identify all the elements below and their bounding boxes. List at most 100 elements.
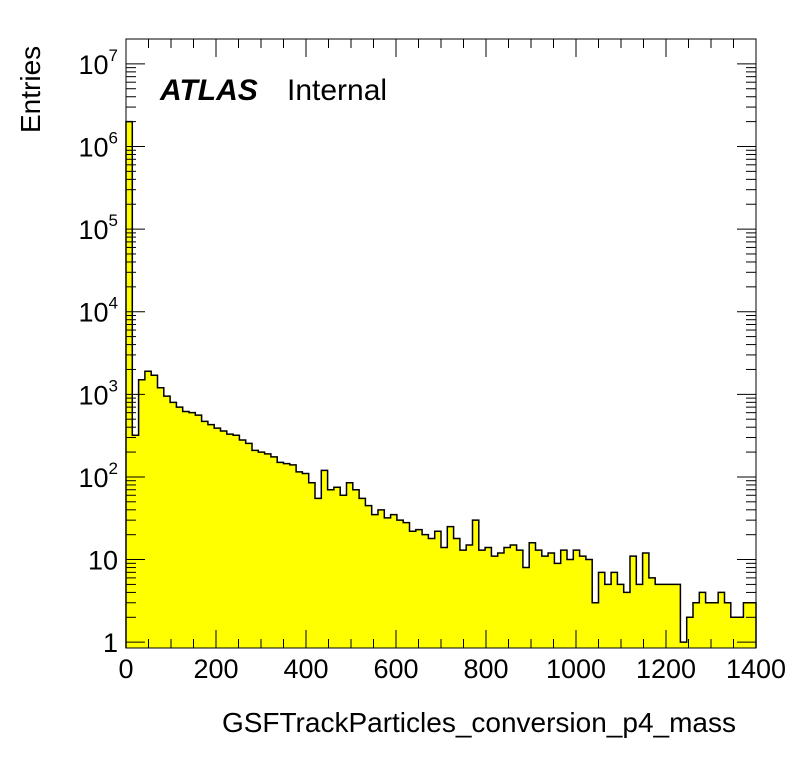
atlas-label: ATLAS <box>159 74 258 107</box>
histogram-bin <box>340 495 347 648</box>
y-tick-labels: 1 10 102 103 104 105 106 107 <box>78 46 118 658</box>
histogram-bin <box>390 514 398 648</box>
x-tick-label: 1200 <box>636 654 696 684</box>
histogram-outline <box>125 120 757 648</box>
histogram-bin <box>428 538 436 648</box>
histogram-bin <box>491 556 499 648</box>
histogram-bin <box>504 547 511 648</box>
histogram-bin <box>365 505 373 648</box>
histogram-bin <box>680 642 688 648</box>
histogram-bin <box>554 563 562 648</box>
histogram-bin <box>264 453 272 648</box>
histogram-bin <box>296 471 303 648</box>
histogram-bin <box>655 584 662 648</box>
y-tick-label: 103 <box>78 376 118 410</box>
y-tick-label: 104 <box>78 294 118 328</box>
histogram-bin <box>359 498 366 648</box>
histogram-bin <box>252 450 259 648</box>
x-tick-labels: 0 200 400 600 800 1000 1200 1400 <box>118 654 786 684</box>
histogram-bin <box>270 456 278 648</box>
histogram-bin <box>302 473 310 648</box>
histogram-bin <box>724 602 732 648</box>
x-tick-label: 600 <box>373 654 418 684</box>
histogram-bin <box>535 550 543 648</box>
histogram-bin <box>737 617 744 648</box>
x-tick-label: 200 <box>193 654 238 684</box>
histogram-bin <box>686 617 694 648</box>
histogram-bin <box>126 121 133 648</box>
histogram-bars <box>126 121 757 648</box>
histogram-bin <box>472 520 480 648</box>
histogram-bin <box>453 538 461 648</box>
histogram-bin <box>447 526 454 648</box>
internal-label: Internal <box>287 74 387 107</box>
histogram-bin <box>693 602 700 648</box>
x-tick-label: 1000 <box>546 654 606 684</box>
histogram-bin <box>157 387 165 648</box>
histogram-bin <box>497 553 505 648</box>
y-tick-label: 10 <box>88 546 118 576</box>
histogram-bin <box>743 602 751 648</box>
histogram-bin <box>604 584 612 648</box>
histogram-bin <box>239 439 247 648</box>
histogram-bin <box>226 434 234 648</box>
histogram-bin <box>308 482 316 648</box>
histogram-bin <box>415 529 423 648</box>
histogram-bin <box>598 572 606 648</box>
x-axis-title: GSFTrackParticles_conversion_p4_mass <box>222 707 736 738</box>
histogram-bin <box>214 428 221 648</box>
histogram-bin <box>321 470 328 648</box>
histogram-bin <box>749 602 757 648</box>
histogram-bin <box>529 542 536 648</box>
y-tick-label: 106 <box>78 128 118 162</box>
histogram-bin <box>220 430 228 648</box>
histogram-bin <box>245 443 253 648</box>
histogram-bin <box>352 489 360 648</box>
histogram-bin <box>176 407 184 648</box>
histogram-bin <box>636 584 643 648</box>
histogram-bin <box>371 514 379 648</box>
histogram-bin <box>648 577 656 648</box>
x-tick-label: 400 <box>283 654 328 684</box>
x-tick-label: 0 <box>118 654 133 684</box>
y-tick-label: 1 <box>103 628 118 658</box>
histogram-bin <box>315 498 322 648</box>
y-axis-title: Entries <box>15 46 46 133</box>
histogram-bin <box>573 550 580 648</box>
histogram-bin <box>705 602 713 648</box>
histogram-bin <box>327 489 335 648</box>
histogram-bin <box>667 584 675 648</box>
histogram-bin <box>522 567 530 648</box>
histogram-bin <box>422 534 429 648</box>
histogram-bin <box>189 412 196 648</box>
histogram-bin <box>617 584 625 648</box>
histogram-bin <box>718 592 725 648</box>
histogram-bin <box>151 375 158 648</box>
x-tick-label: 800 <box>463 654 508 684</box>
histogram-bin <box>333 487 341 648</box>
histogram-bin <box>567 559 574 648</box>
histogram-bin <box>579 556 587 648</box>
histogram-bin <box>611 572 618 648</box>
histogram-bin <box>434 531 442 648</box>
histogram-bin <box>642 553 650 648</box>
histogram-bin <box>182 411 190 648</box>
histogram-bin <box>459 550 467 648</box>
histogram-bin <box>510 545 517 648</box>
axis-ticks <box>125 38 757 648</box>
histogram-bin <box>409 531 417 648</box>
histogram-bin <box>441 547 448 648</box>
histogram-bin <box>163 396 171 648</box>
histogram-bin <box>478 550 486 648</box>
histogram-bin <box>630 556 637 648</box>
y-tick-label: 105 <box>78 211 118 245</box>
histogram-bin <box>138 379 146 648</box>
histogram-bin <box>233 435 240 648</box>
y-tick-label: 107 <box>78 46 118 80</box>
histogram-bin <box>699 592 706 648</box>
histogram-bin <box>170 402 177 648</box>
histogram-bin <box>346 482 354 648</box>
x-tick-label: 1400 <box>726 654 786 684</box>
y-tick-label: 102 <box>78 459 118 493</box>
histogram-bin <box>466 545 473 648</box>
